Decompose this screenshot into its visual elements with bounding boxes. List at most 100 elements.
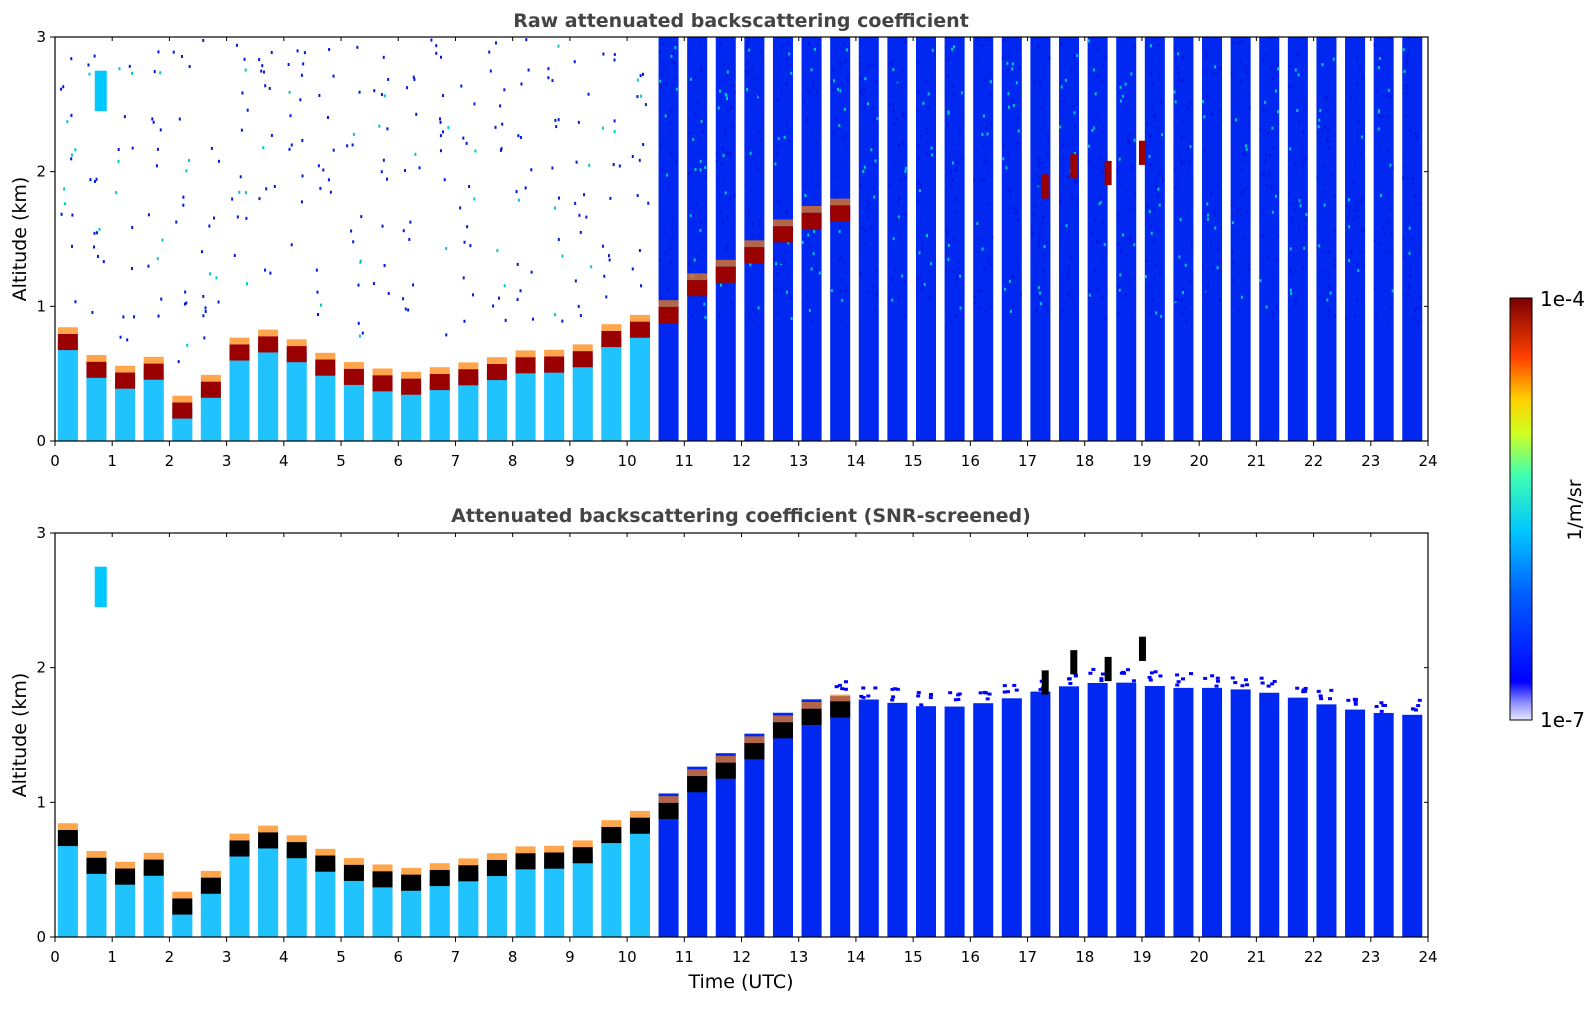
noise-speck	[787, 241, 790, 245]
noise-speck	[412, 283, 415, 287]
noise-speck	[862, 170, 865, 174]
noise-speck	[982, 145, 985, 149]
noise-speck	[157, 314, 160, 318]
noise-speck	[573, 60, 576, 64]
noise-speck	[1091, 128, 1094, 132]
noise-speck	[670, 54, 673, 58]
noise-speck	[694, 112, 697, 116]
noise-speck	[723, 62, 726, 66]
layer-edge	[429, 367, 450, 374]
screened-speck	[1319, 697, 1324, 701]
scan-column	[801, 37, 822, 441]
scan-column	[1144, 37, 1165, 441]
screened-speck	[1266, 684, 1271, 688]
noise-speck	[903, 279, 906, 283]
noise-speck	[901, 68, 904, 72]
noise-speck	[977, 237, 980, 241]
noise-speck	[751, 67, 754, 71]
noise-speck	[1073, 55, 1076, 59]
noise-speck	[724, 128, 727, 132]
noise-speck	[1355, 82, 1358, 86]
column-surface	[515, 866, 536, 937]
noise-speck	[346, 144, 349, 148]
noise-speck	[731, 84, 734, 88]
column-fill	[1287, 37, 1308, 441]
noise-speck	[980, 177, 983, 181]
noise-speck	[182, 203, 185, 207]
noise-speck	[442, 94, 445, 98]
noise-speck	[1073, 66, 1076, 70]
noise-speck	[777, 312, 780, 316]
noise-speck	[1101, 169, 1104, 173]
noise-speck	[1131, 241, 1134, 245]
noise-speck	[430, 38, 433, 42]
noise-speck	[1129, 238, 1132, 242]
noise-speck	[1345, 204, 1348, 208]
noise-speck	[87, 63, 90, 67]
noise-speck	[1289, 288, 1292, 292]
noise-speck	[1045, 134, 1048, 138]
noise-speck	[977, 250, 980, 254]
noise-speck	[1409, 128, 1412, 132]
noise-speck	[1386, 148, 1389, 152]
noise-speck	[1116, 220, 1119, 224]
noise-speck	[1264, 100, 1267, 104]
noise-speck	[810, 68, 813, 72]
noise-speck	[1149, 224, 1152, 228]
noise-speck	[783, 261, 786, 265]
layer-edge	[801, 702, 822, 709]
noise-speck	[1259, 279, 1262, 283]
noise-speck	[1244, 152, 1247, 156]
noise-speck	[804, 150, 807, 154]
layer-edge	[57, 823, 78, 830]
noise-speck	[356, 45, 359, 49]
screened-speck	[1259, 676, 1264, 680]
noise-speck	[1352, 217, 1355, 221]
noise-speck	[1270, 37, 1273, 41]
scan-column	[1402, 698, 1423, 937]
noise-speck	[1378, 56, 1381, 60]
layer-edge	[229, 337, 250, 345]
noise-speck	[1127, 139, 1130, 143]
noise-speck	[786, 57, 789, 61]
noise-speck	[1160, 314, 1163, 318]
screened-speck	[1379, 709, 1384, 713]
noise-speck	[1158, 271, 1161, 275]
column-fill	[1316, 704, 1337, 937]
noise-speck	[777, 137, 780, 141]
noise-speck	[888, 183, 891, 187]
noise-speck	[872, 144, 875, 148]
noise-speck	[1098, 202, 1101, 206]
noise-speck	[1204, 51, 1207, 55]
noise-speck	[662, 62, 665, 66]
noise-speck	[1150, 286, 1153, 290]
noise-speck	[1271, 279, 1274, 283]
screened-speck	[1260, 681, 1265, 685]
noise-speck	[492, 304, 495, 308]
x-tick-label: 5	[336, 948, 346, 966]
noise-speck	[270, 133, 273, 137]
layer-band	[372, 375, 393, 392]
noise-speck	[893, 267, 896, 271]
noise-speck	[1124, 82, 1127, 86]
noise-speck	[463, 240, 466, 244]
noise-speck	[1118, 157, 1121, 161]
noise-speck	[902, 141, 905, 145]
noise-speck	[1381, 114, 1384, 118]
noise-speck	[1362, 76, 1365, 80]
noise-speck	[699, 118, 702, 122]
noise-speck	[785, 290, 788, 294]
layer-band	[601, 826, 622, 844]
column-fill	[1144, 37, 1165, 441]
noise-speck	[1073, 124, 1076, 128]
scan-column	[1001, 683, 1022, 937]
x-tick-label: 21	[1247, 452, 1266, 470]
noise-speck	[730, 300, 733, 304]
noise-speck	[759, 50, 762, 54]
noise-speck	[780, 260, 783, 264]
noise-speck	[896, 200, 899, 204]
noise-speck	[873, 222, 876, 226]
scan-column	[973, 37, 994, 441]
noise-speck	[561, 319, 564, 323]
